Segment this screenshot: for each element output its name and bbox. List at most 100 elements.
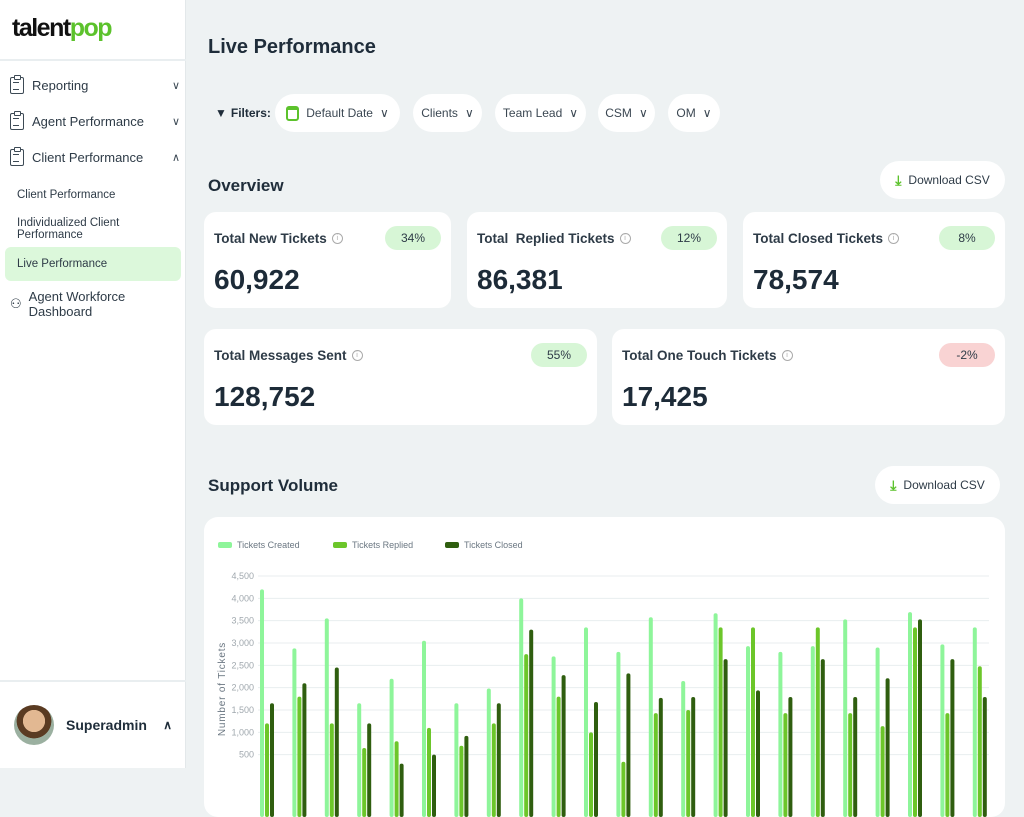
legend-swatch <box>218 542 232 548</box>
bar-tickets-replied <box>265 723 269 817</box>
people-icon: ⚇ <box>10 296 22 311</box>
bar-tickets-closed <box>950 659 955 817</box>
calendar-icon <box>286 105 300 121</box>
bar-tickets-created <box>713 613 718 817</box>
sidebar-subitem-client-performance[interactable]: Client Performance <box>17 189 116 201</box>
clients-filter[interactable]: Clients ∨ <box>413 94 482 132</box>
chevron-down-icon: ∨ <box>638 106 648 120</box>
stat-card-one-touch-tickets: Total One Touch Tickets i -2% 17,425 <box>612 329 1005 425</box>
bar-tickets-replied <box>394 741 399 817</box>
support-volume-chart: Tickets Created Tickets Replied Tickets Cl… <box>204 517 1005 817</box>
download-icon: ⤓ <box>890 476 897 493</box>
bar-tickets-created <box>875 647 880 817</box>
stat-value: 60,922 <box>214 264 300 295</box>
stat-value: 86,381 <box>477 264 563 295</box>
bar-tickets-closed <box>853 697 858 817</box>
bar-tickets-closed <box>723 659 728 817</box>
filters-label: ▼ Filters: <box>215 106 271 120</box>
support-volume-heading: Support Volume <box>208 476 339 495</box>
bar-tickets-closed <box>270 703 274 817</box>
y-tick-label: 4,000 <box>231 593 254 603</box>
bar-tickets-replied <box>945 713 950 817</box>
csm-filter[interactable]: CSM ∨ <box>598 94 655 132</box>
bar-tickets-closed <box>464 735 469 817</box>
sidebar-item-client-performance[interactable]: Client Performance ∧ <box>10 145 180 169</box>
chevron-down-icon: ∨ <box>569 106 579 120</box>
overview-heading: Overview <box>208 176 284 195</box>
bar-tickets-replied <box>524 654 529 817</box>
bar-tickets-closed <box>529 629 534 817</box>
legend-label: Tickets Closed <box>464 540 523 550</box>
bar-tickets-closed <box>658 697 663 817</box>
bar-tickets-created <box>584 627 588 817</box>
chevron-up-icon: ∧ <box>163 718 172 732</box>
bar-tickets-closed <box>334 667 339 817</box>
bar-tickets-created <box>843 619 848 817</box>
bar-tickets-closed <box>820 659 825 817</box>
sidebar-item-reporting[interactable]: Reporting ∨ <box>10 73 180 97</box>
team-lead-filter[interactable]: Team Lead ∨ <box>495 94 586 132</box>
bar-tickets-created <box>422 640 426 817</box>
bar-tickets-replied <box>653 713 658 817</box>
change-badge: 55% <box>531 343 587 367</box>
bar-tickets-replied <box>491 723 496 817</box>
page-title: Live Performance <box>208 36 376 58</box>
bar-tickets-closed <box>918 619 922 817</box>
info-icon[interactable]: i <box>619 233 631 244</box>
bar-tickets-replied <box>329 723 334 817</box>
avatar <box>14 705 54 745</box>
bar-tickets-created <box>940 644 945 817</box>
sidebar-subitem-live-performance[interactable]: Live Performance <box>5 247 181 281</box>
date-filter[interactable]: Default Date ∨ <box>275 94 400 132</box>
info-icon[interactable]: i <box>331 233 343 244</box>
y-tick-label: 2,000 <box>231 683 254 693</box>
bar-tickets-replied <box>362 747 367 817</box>
bar-tickets-closed <box>594 701 598 817</box>
change-badge: 34% <box>385 226 441 250</box>
info-icon[interactable]: i <box>888 233 900 244</box>
bar-tickets-replied <box>686 709 691 817</box>
clipboard-icon <box>10 74 24 94</box>
legend-swatch <box>333 542 347 548</box>
support-volume-download-csv-button[interactable]: ⤓ Download CSV <box>875 466 1000 504</box>
bar-tickets-created <box>357 703 362 817</box>
bar-tickets-replied <box>589 732 593 817</box>
bar-chart: Tickets Created Tickets Replied Tickets Cl… <box>217 540 989 817</box>
bar-tickets-replied <box>297 696 302 817</box>
bar-tickets-created <box>324 618 329 817</box>
stat-card-new-tickets: Total New Tickets i 34% 60,922 <box>204 212 451 308</box>
bar-tickets-replied <box>848 713 853 817</box>
bar-tickets-created <box>746 646 750 817</box>
y-tick-label: 3,000 <box>231 638 254 648</box>
bar-tickets-created <box>648 617 653 817</box>
overview-download-csv-button[interactable]: ⤓ Download CSV <box>880 161 1005 199</box>
chevron-down-icon: ∨ <box>379 106 389 120</box>
bar-tickets-created <box>681 680 686 817</box>
user-name: Superadmin <box>66 717 147 733</box>
y-tick-label: 4,500 <box>231 571 254 581</box>
sidebar-item-agent-performance[interactable]: Agent Performance ∨ <box>10 109 180 133</box>
bar-tickets-replied <box>621 761 626 817</box>
bar-tickets-closed <box>302 683 307 817</box>
chevron-up-icon: ∧ <box>171 151 180 164</box>
info-icon[interactable]: i <box>351 350 363 361</box>
bar-tickets-replied <box>815 627 820 817</box>
sidebar-subitem-individualized-client-performance[interactable]: Individualized Client Performance <box>17 217 120 241</box>
divider <box>0 59 186 61</box>
sidebar: talentpop Reporting ∨ Agent Performance ∨ … <box>0 0 186 768</box>
change-badge: -2% <box>939 343 995 367</box>
bar-tickets-closed <box>367 723 372 817</box>
stat-card-replied-tickets: Total Replied Tickets i 12% 86,381 <box>467 212 727 308</box>
bar-tickets-replied <box>718 627 723 817</box>
bar-tickets-created <box>486 688 491 817</box>
sidebar-item-agent-workforce-dashboard[interactable]: ⚇ Agent Workforce Dashboard <box>10 289 126 319</box>
stat-value: 128,752 <box>214 381 316 412</box>
bar-tickets-replied <box>783 713 788 817</box>
bar-tickets-closed <box>982 697 987 817</box>
info-icon[interactable]: i <box>781 350 793 361</box>
om-filter[interactable]: OM ∨ <box>668 94 720 132</box>
user-menu[interactable]: Superadmin ∧ <box>0 680 186 768</box>
talentpop-logo[interactable]: talentpop <box>12 14 113 42</box>
bar-tickets-replied <box>913 627 917 817</box>
bar-tickets-replied <box>427 727 431 817</box>
